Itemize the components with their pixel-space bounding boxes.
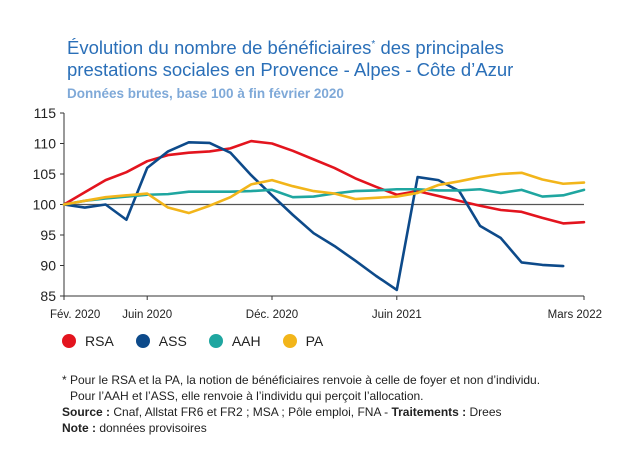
- legend-item-aah: AAH: [208, 333, 261, 349]
- legend-item-ass: ASS: [135, 333, 187, 349]
- traitements-text: Drees: [466, 405, 502, 419]
- y-tick-label-100: 100: [33, 197, 57, 213]
- y-tick-label-105: 105: [33, 166, 57, 182]
- legend-label-rsa: RSA: [85, 333, 114, 349]
- y-tick-label-95: 95: [40, 227, 56, 243]
- x-tick-label-4: Mars 2022: [548, 309, 602, 321]
- legend-item-rsa: RSA: [62, 333, 114, 349]
- legend-label-ass: ASS: [158, 333, 187, 349]
- title-line2: prestations sociales en Provence - Alpes…: [67, 59, 514, 80]
- y-tick-label-110: 110: [34, 136, 57, 152]
- legend-item-pa: PA: [282, 333, 324, 349]
- title-part2: des principales: [375, 37, 504, 58]
- x-tick-label-3: Juin 2021: [372, 309, 422, 321]
- footnote-line2: Pour l’AAH et l’ASS, elle renvoie à l’in…: [70, 389, 424, 403]
- note-label: Note :: [62, 421, 96, 435]
- x-tick-label-2: Déc. 2020: [246, 309, 298, 321]
- traitements-label: Traitements :: [391, 405, 467, 419]
- legend-dot-aah: [208, 334, 223, 348]
- legend-dot-ass: [135, 334, 150, 348]
- series-line-pa: [62, 171, 586, 215]
- y-tick-label-90: 90: [40, 258, 56, 274]
- note-text: données provisoires: [96, 421, 207, 435]
- footnote-line1: * Pour le RSA et la PA, la notion de bén…: [62, 373, 541, 387]
- x-tick-label-1: Juin 2020: [122, 309, 172, 321]
- source-label: Source :: [62, 405, 111, 419]
- y-tick-label-115: 115: [34, 105, 57, 121]
- y-tick-label-85: 85: [40, 288, 56, 304]
- note-line: Note : données provisoires: [62, 420, 540, 436]
- title-part1: Évolution du nombre de bénéficiaires: [67, 37, 372, 58]
- legend-label-aah: AAH: [231, 333, 261, 349]
- source-line: Source : Cnaf, Allstat FR6 et FR2 ; MSA …: [62, 404, 540, 420]
- source-text: Cnaf, Allstat FR6 et FR2 ; MSA ; Pôle em…: [110, 405, 392, 419]
- legend-label-pa: PA: [305, 333, 324, 349]
- chart-title: Évolution du nombre de bénéficiaires* de…: [67, 34, 627, 81]
- title-asterisk: *: [371, 39, 376, 50]
- x-tick-label-0: Fév. 2020: [50, 309, 100, 321]
- series-line-rsa: [62, 139, 586, 225]
- chart-subtitle: Données brutes, base 100 à fin février 2…: [67, 86, 344, 101]
- legend-dot-rsa: [62, 334, 76, 348]
- series-line-ass: [62, 140, 565, 292]
- chart-notes: * Pour le RSA et la PA, la notion de bén…: [62, 372, 540, 436]
- chart-legend: RSA ASS AAH PA: [62, 333, 345, 349]
- legend-dot-pa: [282, 334, 297, 348]
